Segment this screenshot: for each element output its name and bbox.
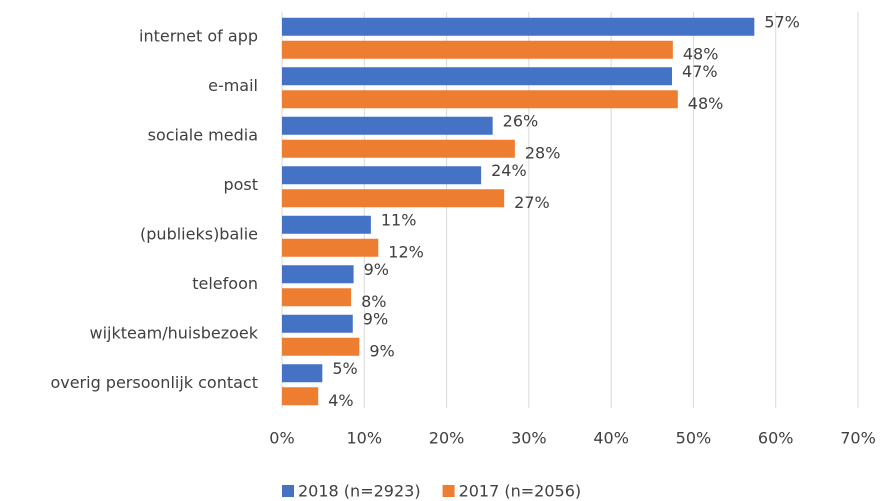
category-label: e-mail [208,76,258,95]
bar [282,90,678,109]
data-label: 47% [682,62,718,81]
category-label: telefoon [192,274,258,293]
bar [282,387,319,406]
bar [282,40,673,59]
bar [282,116,493,135]
category-label: overig persoonlijk contact [50,373,258,392]
x-tick-label: 40% [593,429,629,448]
data-label: 8% [361,292,386,311]
bar [282,265,354,284]
data-label: 24% [491,161,527,180]
data-label: 12% [388,242,424,261]
bar [282,67,673,86]
bar [282,189,505,208]
data-label: 26% [503,111,539,130]
legend-label: 2018 (n=2923) [298,482,421,501]
bar [282,364,323,383]
data-label: 28% [525,143,561,162]
bar [282,288,352,307]
bar [282,17,755,36]
data-label: 11% [381,210,417,229]
x-tick-label: 20% [429,429,465,448]
data-label: 48% [688,94,724,113]
x-tick-label: 70% [840,429,876,448]
x-tick-label: 30% [511,429,547,448]
data-label: 57% [764,12,800,31]
category-label: post [223,175,258,194]
bar [282,166,482,185]
data-label: 4% [328,391,353,410]
bar [282,238,379,257]
bar [282,314,353,333]
data-label: 27% [514,193,550,212]
bar [282,139,515,158]
category-label: internet of app [139,26,258,45]
x-tick-label: 50% [676,429,712,448]
data-label: 48% [683,44,719,63]
x-tick-label: 60% [758,429,794,448]
data-label: 9% [369,341,394,360]
x-tick-label: 0% [269,429,294,448]
legend-swatch [282,485,294,497]
legend-swatch [442,485,455,497]
data-label: 9% [363,309,388,328]
bar [282,215,371,234]
category-label: wijkteam/huisbezoek [90,323,259,342]
x-tick-label: 10% [347,429,383,448]
category-label: (publieks)balie [140,224,258,243]
data-label: 5% [332,359,357,378]
category-label: sociale media [148,125,258,144]
legend-label: 2017 (n=2056) [459,482,582,501]
data-label: 9% [364,260,389,279]
bar [282,337,360,356]
